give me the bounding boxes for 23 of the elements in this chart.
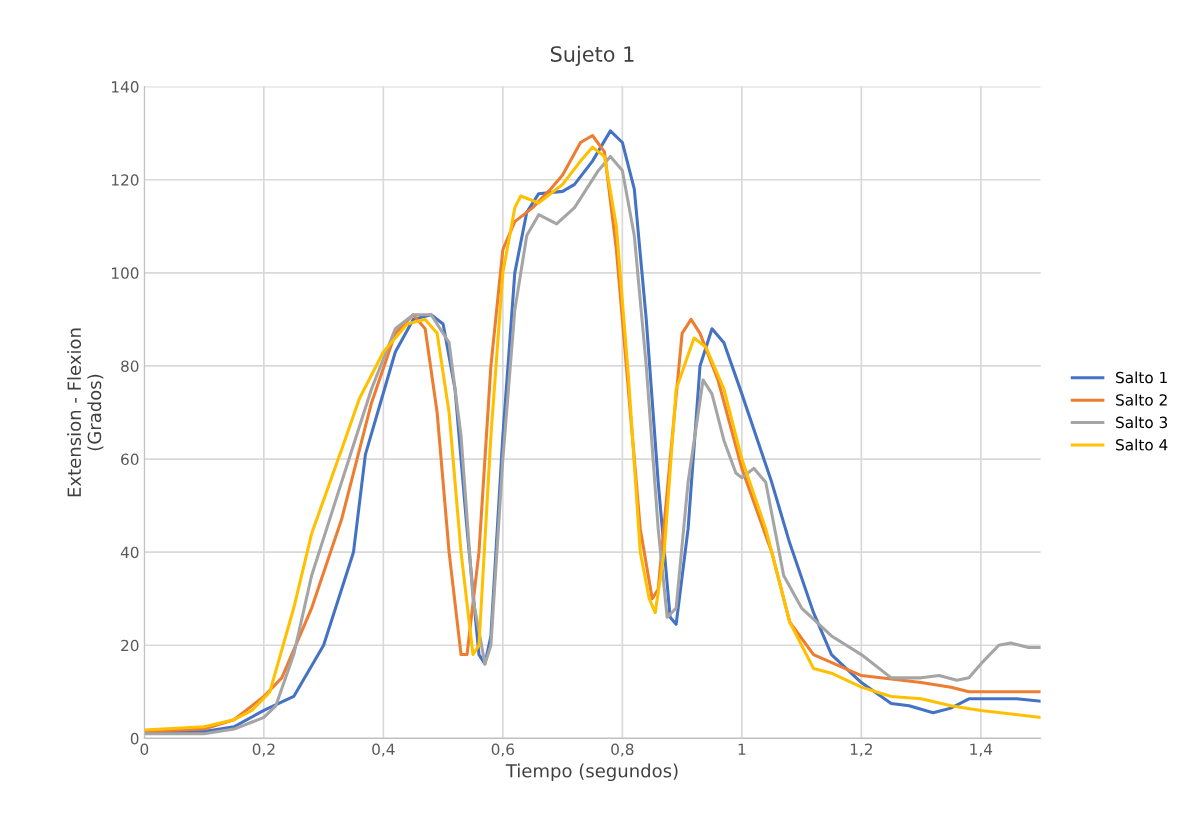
x-tick-label: 0 bbox=[140, 743, 149, 756]
x-tick-label: 0,6 bbox=[491, 743, 515, 757]
y-tick-label: 100 bbox=[112, 267, 139, 279]
x-tick-label: 0,2 bbox=[252, 743, 275, 757]
y-tick-label: 140 bbox=[112, 81, 139, 93]
y-tick-label: 60 bbox=[121, 453, 139, 466]
x-tick-label: 1,2 bbox=[850, 743, 872, 757]
x-tick-label: 0,8 bbox=[611, 743, 634, 757]
x-tick-label: 0,4 bbox=[372, 743, 395, 757]
legend-label: Salto 2 bbox=[1116, 393, 1167, 406]
legend-label: Salto 3 bbox=[1116, 416, 1168, 429]
y-tick-label: 0 bbox=[130, 732, 139, 745]
y-tick-label: 20 bbox=[121, 639, 139, 652]
chart-title: Sujeto 1 bbox=[550, 45, 634, 66]
x-tick-label: 1 bbox=[738, 743, 746, 755]
legend-label: Salto 4 bbox=[1116, 438, 1168, 451]
y-tick-label: 80 bbox=[121, 360, 139, 372]
y-axis-title: Extension - Flexion (Grados) bbox=[67, 328, 104, 497]
x-axis-title: Tiempo (segundos) bbox=[505, 763, 678, 782]
x-tick-label: 1,4 bbox=[970, 743, 993, 757]
legend-label: Salto 1 bbox=[1116, 371, 1167, 384]
y-tick-label: 40 bbox=[120, 546, 139, 559]
y-tick-label: 120 bbox=[112, 174, 139, 186]
